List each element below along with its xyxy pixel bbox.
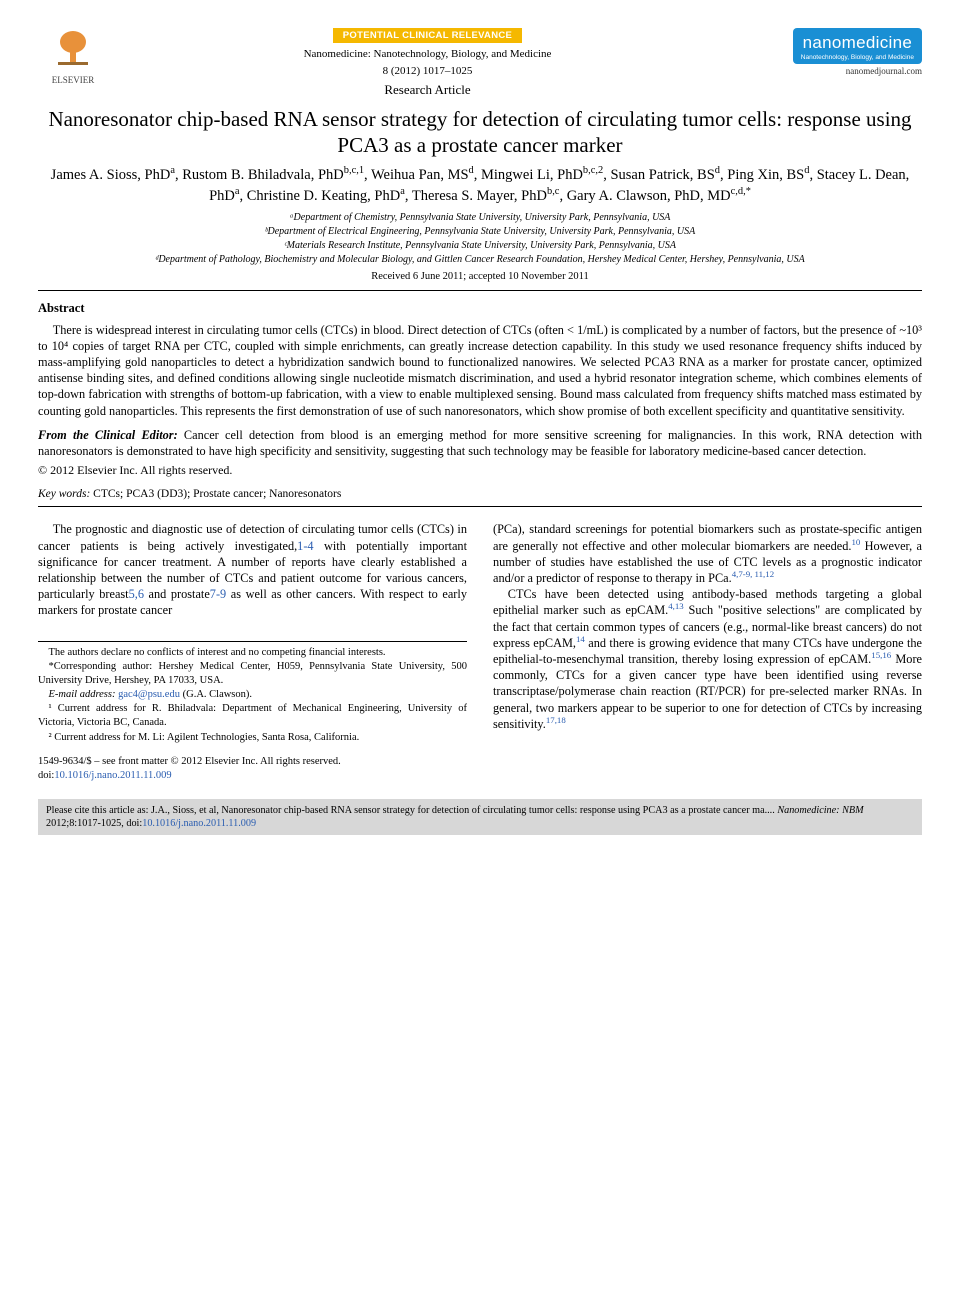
- citation-lead: Please cite this article as: J.A., Sioss…: [46, 805, 777, 816]
- affiliations: ᵃDepartment of Chemistry, Pennsylvania S…: [38, 211, 922, 267]
- relevance-badge: POTENTIAL CLINICAL RELEVANCE: [333, 28, 522, 43]
- abstract-heading: Abstract: [38, 301, 922, 316]
- front-matter-line: 1549-9634/$ – see front matter © 2012 El…: [38, 755, 467, 769]
- affiliation: ᵇDepartment of Electrical Engineering, P…: [38, 225, 922, 239]
- front-matter: 1549-9634/$ – see front matter © 2012 El…: [38, 755, 467, 783]
- citation-link[interactable]: 15,16: [871, 650, 891, 660]
- article-type: Research Article: [108, 82, 747, 98]
- divider: [38, 290, 922, 291]
- citation-link[interactable]: 17,18: [546, 715, 566, 725]
- citation-link[interactable]: 4,7-9, 11,12: [732, 569, 774, 579]
- footnote-corresponding: *Corresponding author: Hershey Medical C…: [38, 660, 467, 688]
- journal-subtitle: Nanotechnology, Biology, and Medicine: [801, 54, 914, 61]
- footnote-address-1: ¹ Current address for R. Bhiladvala: Dep…: [38, 702, 467, 730]
- abstract-copyright: © 2012 Elsevier Inc. All rights reserved…: [38, 463, 922, 478]
- publisher-logo: ELSEVIER: [38, 28, 108, 85]
- citation-box: Please cite this article as: J.A., Sioss…: [38, 799, 922, 836]
- affiliation: ᵃDepartment of Chemistry, Pennsylvania S…: [38, 211, 922, 225]
- footnotes: The authors declare no conflicts of inte…: [38, 641, 467, 745]
- citation-link[interactable]: 10: [851, 536, 860, 546]
- body-columns: The prognostic and diagnostic use of det…: [38, 521, 922, 782]
- citation-link[interactable]: 1-4: [297, 539, 313, 553]
- citation-link[interactable]: 5,6: [129, 587, 144, 601]
- article-dates: Received 6 June 2011; accepted 10 Novemb…: [38, 271, 922, 282]
- citation-doi-link[interactable]: 10.1016/j.nano.2011.11.009: [142, 818, 256, 829]
- citation-link[interactable]: 4,13: [668, 601, 683, 611]
- journal-logo-block: nanomedicine Nanotechnology, Biology, an…: [747, 28, 922, 76]
- affiliation: ᵈDepartment of Pathology, Biochemistry a…: [38, 253, 922, 267]
- journal-badge: nanomedicine Nanotechnology, Biology, an…: [793, 28, 922, 64]
- elsevier-tree-icon: [38, 28, 108, 75]
- footnote-email: E-mail address: gac4@psu.edu (G.A. Claws…: [38, 688, 467, 702]
- header-center: POTENTIAL CLINICAL RELEVANCE Nanomedicin…: [108, 28, 747, 98]
- body-paragraph: The prognostic and diagnostic use of det…: [38, 521, 467, 618]
- issue-info: 8 (2012) 1017–1025: [108, 65, 747, 77]
- abstract-body: There is widespread interest in circulat…: [38, 322, 922, 419]
- divider: [38, 506, 922, 507]
- article-title: Nanoresonator chip-based RNA sensor stra…: [38, 106, 922, 159]
- publisher-name: ELSEVIER: [38, 75, 108, 85]
- keywords-label: Key words:: [38, 488, 90, 500]
- body-paragraph: CTCs have been detected using antibody-b…: [493, 586, 922, 732]
- doi-link[interactable]: 10.1016/j.nano.2011.11.009: [54, 770, 171, 781]
- citation-journal: Nanomedicine: NBM: [777, 805, 863, 816]
- citation-link[interactable]: 7-9: [210, 587, 226, 601]
- journal-url: nanomedjournal.com: [747, 66, 922, 76]
- keywords: Key words: CTCs; PCA3 (DD3); Prostate ca…: [38, 488, 922, 500]
- clinical-editor-lead: From the Clinical Editor:: [38, 428, 178, 442]
- journal-brand: nanomedicine: [803, 33, 912, 52]
- clinical-editor-note: From the Clinical Editor: Cancer cell de…: [38, 427, 922, 459]
- right-column: (PCa), standard screenings for potential…: [493, 521, 922, 782]
- authors-list: James A. Sioss, PhDa, Rustom B. Bhiladva…: [38, 165, 922, 207]
- doi-line: doi:10.1016/j.nano.2011.11.009: [38, 769, 467, 783]
- keywords-text: CTCs; PCA3 (DD3); Prostate cancer; Nanor…: [90, 488, 341, 500]
- affiliation: ᶜMaterials Research Institute, Pennsylva…: [38, 239, 922, 253]
- journal-full-name: Nanomedicine: Nanotechnology, Biology, a…: [108, 48, 747, 60]
- citation-tail: 2012;8:1017-1025, doi:: [46, 818, 142, 829]
- footnote-address-2: ² Current address for M. Li: Agilent Tec…: [38, 731, 467, 745]
- email-link[interactable]: gac4@psu.edu: [118, 689, 180, 700]
- header-row: ELSEVIER POTENTIAL CLINICAL RELEVANCE Na…: [38, 28, 922, 98]
- left-column: The prognostic and diagnostic use of det…: [38, 521, 467, 782]
- body-paragraph: (PCa), standard screenings for potential…: [493, 521, 922, 586]
- footnote-conflict: The authors declare no conflicts of inte…: [38, 646, 467, 660]
- citation-link[interactable]: 14: [576, 634, 585, 644]
